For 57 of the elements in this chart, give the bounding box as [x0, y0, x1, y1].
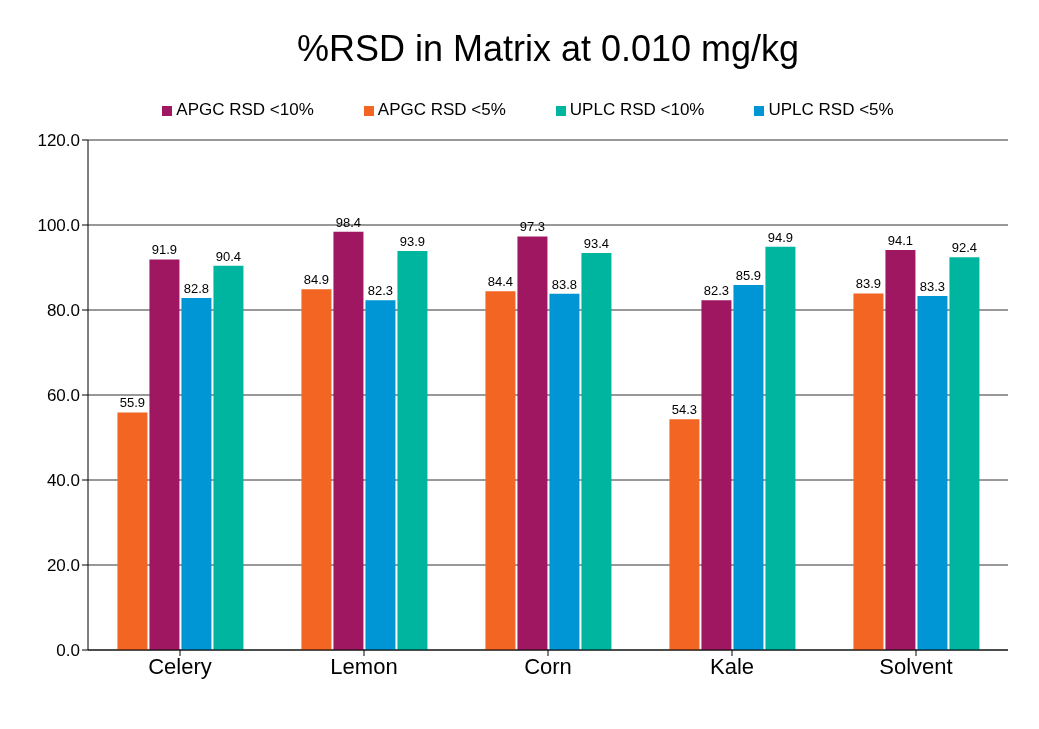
- y-tick-label: 100.0: [37, 216, 80, 236]
- data-label: 97.3: [519, 219, 546, 235]
- data-label: 85.9: [735, 267, 762, 283]
- y-tick-label: 60.0: [46, 386, 80, 406]
- bar: [213, 265, 244, 650]
- data-label: 82.3: [703, 283, 730, 299]
- x-tick-label: Solvent: [879, 653, 953, 679]
- bar: [397, 250, 428, 650]
- x-tick-label: Corn: [524, 653, 572, 679]
- data-label: 98.4: [335, 214, 362, 230]
- bar: [949, 257, 980, 650]
- bar: [181, 298, 212, 650]
- bar: [917, 295, 948, 650]
- bar: [733, 284, 764, 650]
- data-label: 93.4: [583, 236, 610, 252]
- bar: [765, 246, 796, 650]
- bar: [885, 250, 916, 650]
- data-label: 92.4: [951, 240, 978, 256]
- bar: [669, 419, 700, 650]
- data-label: 94.9: [767, 229, 794, 245]
- y-tick-label: 120.0: [37, 131, 80, 151]
- data-label: 83.8: [551, 276, 578, 292]
- data-label: 94.1: [887, 233, 914, 249]
- legend-label: UPLC RSD <10%: [569, 100, 705, 119]
- data-label: 90.4: [215, 248, 242, 264]
- bar: [117, 412, 148, 650]
- bar: [701, 300, 732, 650]
- legend-label: APGC RSD <10%: [176, 100, 314, 119]
- data-label: 84.4: [487, 274, 514, 290]
- bar: [365, 300, 396, 650]
- x-tick-label: Kale: [709, 653, 755, 679]
- x-tick-label: Celery: [148, 653, 212, 679]
- data-label: 82.8: [183, 281, 210, 297]
- x-tick-label: Lemon: [330, 653, 398, 679]
- data-label: 83.9: [855, 276, 882, 292]
- data-label: 55.9: [119, 395, 146, 411]
- bar: [517, 236, 548, 650]
- bar: [149, 259, 180, 650]
- bar: [301, 289, 332, 650]
- bar: [485, 291, 516, 650]
- chart-title: %RSD in Matrix at 0.010 mg/kg: [295, 27, 801, 71]
- data-label: 54.3: [671, 402, 698, 418]
- data-label: 83.3: [919, 278, 946, 294]
- data-label: 84.9: [303, 272, 330, 288]
- legend-label: UPLC RSD <5%: [768, 100, 894, 119]
- y-tick-label: 80.0: [46, 301, 80, 321]
- bar: [549, 293, 580, 650]
- data-label: 93.9: [399, 233, 426, 249]
- bar: [333, 231, 364, 650]
- data-label: 91.9: [151, 242, 178, 258]
- bar: [581, 253, 612, 650]
- y-tick-label: 40.0: [46, 471, 80, 491]
- data-label: 82.3: [367, 283, 394, 299]
- bar: [853, 293, 884, 650]
- y-tick-label: 20.0: [46, 556, 80, 576]
- y-tick-label: 0.0: [56, 641, 80, 661]
- legend-label: APGC RSD <5%: [377, 100, 506, 119]
